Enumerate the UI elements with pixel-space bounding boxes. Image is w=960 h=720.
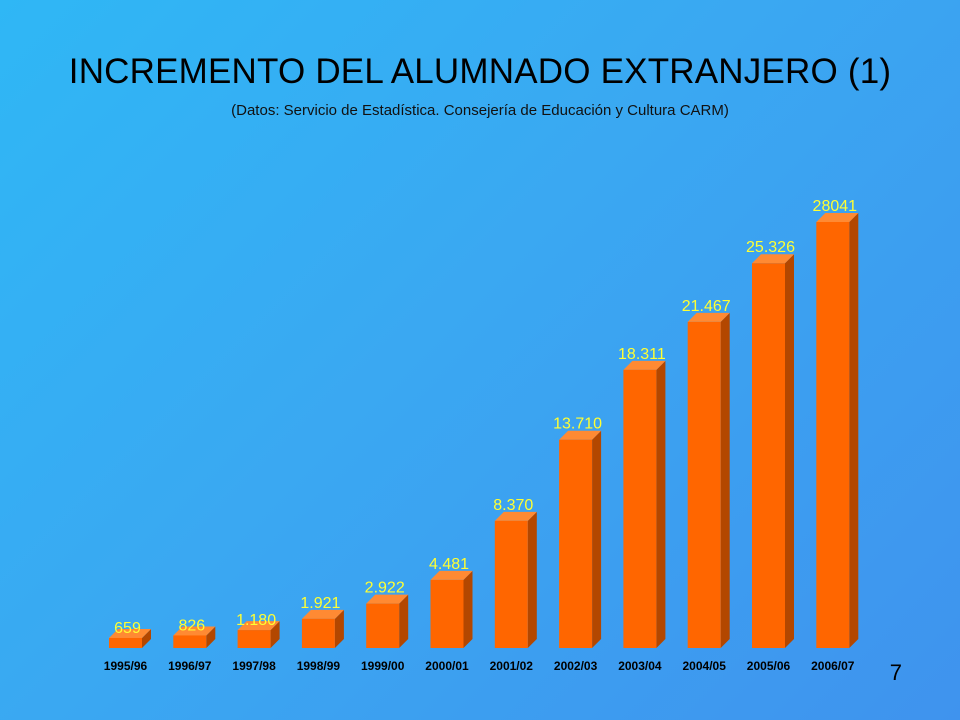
bar-side: [785, 254, 794, 648]
bar-front: [173, 635, 207, 648]
bar-side: [463, 570, 473, 648]
bar-side: [334, 609, 344, 648]
bar-top: [752, 254, 794, 264]
bar-top: [366, 594, 409, 604]
page-number: 7: [889, 660, 902, 685]
bar: [237, 621, 280, 648]
bar-top: [623, 360, 666, 370]
bar-side: [592, 430, 602, 648]
bar-top: [237, 621, 280, 631]
bar: [430, 570, 473, 648]
bar-front: [366, 603, 400, 648]
bar-front: [816, 222, 850, 648]
bar: [109, 628, 151, 648]
bar-side: [849, 213, 859, 648]
bar-front: [237, 630, 271, 648]
bar-side: [656, 360, 666, 648]
bar-front: [109, 637, 142, 648]
value-label: 8.370: [493, 497, 533, 514]
bar: [752, 254, 794, 648]
bar-top: [173, 626, 216, 636]
x-tick-label: 2002/03: [554, 659, 598, 673]
bar-top: [301, 609, 344, 619]
x-tick-label: 1997/98: [232, 659, 276, 673]
value-label: 1.921: [300, 595, 340, 612]
bar: [559, 430, 602, 648]
bar: [687, 312, 730, 648]
value-label: 826: [178, 617, 205, 634]
bar-front: [430, 579, 464, 648]
x-tick-label: 2001/02: [490, 659, 534, 673]
value-label: 25.326: [746, 239, 795, 256]
bar-front: [687, 321, 721, 648]
bar-front: [494, 520, 528, 648]
bar-side: [399, 594, 409, 648]
x-tick-label: 2000/01: [425, 659, 469, 673]
bar-side: [720, 312, 730, 648]
value-label: 659: [114, 620, 141, 637]
bar-side: [270, 621, 280, 648]
value-label: 4.481: [429, 556, 469, 573]
bar-top: [109, 628, 151, 638]
x-tick-label: 1995/96: [104, 659, 148, 673]
x-tick-label: 1999/00: [361, 659, 405, 673]
bar-top: [816, 213, 859, 222]
x-tick-label: 1996/97: [168, 659, 212, 673]
value-label: 18.311: [618, 346, 666, 363]
bar: [301, 609, 344, 648]
bar-front: [752, 263, 785, 648]
slide-subtitle: (Datos: Servicio de Estadística. Conseje…: [231, 102, 729, 119]
bar-front: [623, 369, 657, 648]
bar-side: [206, 626, 216, 648]
bar: [816, 213, 859, 648]
bar: [366, 594, 409, 648]
bar-side: [142, 628, 151, 648]
x-tick-label: 2006/07: [811, 659, 855, 673]
x-tick-label: 2003/04: [618, 659, 662, 673]
bar-front: [301, 618, 335, 648]
x-tick-label: 2005/06: [747, 659, 791, 673]
bar-side: [527, 511, 537, 648]
value-label: 2.922: [365, 580, 405, 597]
bar-top: [687, 312, 730, 322]
value-label: 28041: [813, 198, 858, 215]
bar-top: [430, 570, 473, 580]
bar-top: [559, 430, 602, 440]
x-tick-label: 2004/05: [683, 659, 727, 673]
value-label: 13.710: [553, 416, 602, 433]
value-label: 1.180: [236, 612, 276, 629]
bar: [173, 626, 216, 648]
bar-top: [494, 511, 537, 521]
slide-title: INCREMENTO DEL ALUMNADO EXTRANJERO (1): [68, 52, 892, 91]
x-tick-label: 1998/99: [297, 659, 341, 673]
bar: [494, 511, 537, 648]
value-label: 21.467: [682, 298, 731, 315]
bar: [623, 360, 666, 648]
bar-front: [559, 439, 593, 648]
